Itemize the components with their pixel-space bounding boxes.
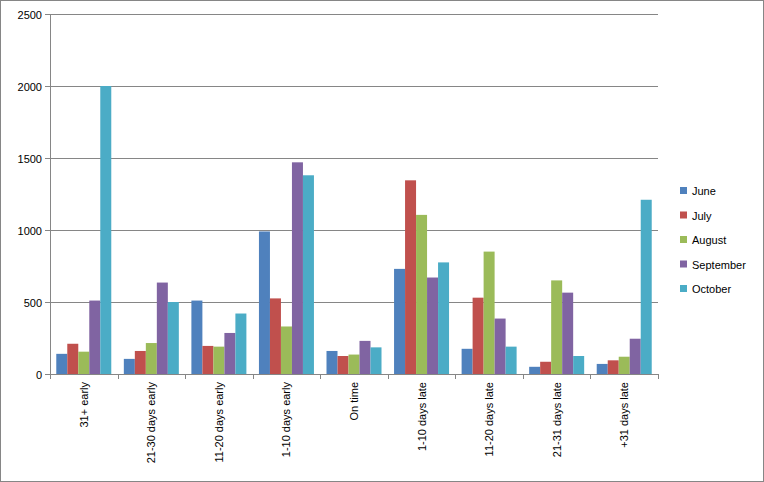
legend-label: September: [692, 259, 746, 271]
bar: [360, 341, 371, 374]
x-tick-label: On time: [348, 382, 360, 421]
grid-line: [50, 86, 658, 87]
y-tick: [45, 374, 50, 375]
x-tick: [118, 374, 119, 379]
bar: [462, 349, 473, 374]
bar: [394, 269, 405, 374]
legend-swatch: [680, 261, 687, 268]
bar: [224, 333, 235, 374]
bar: [135, 351, 146, 374]
y-tick: [45, 302, 50, 303]
y-tick-label: 0: [36, 369, 42, 381]
y-tick: [45, 86, 50, 87]
x-tick: [320, 374, 321, 379]
bar: [641, 200, 652, 374]
y-tick-label: 500: [24, 297, 42, 309]
x-tick: [590, 374, 591, 379]
bar: [405, 180, 416, 374]
x-tick: [455, 374, 456, 379]
bar: [495, 319, 506, 374]
bar: [56, 354, 67, 374]
bar: [202, 346, 213, 374]
y-tick-label: 1000: [18, 225, 42, 237]
bar: [551, 280, 562, 374]
x-tick-label: 1-10 days late: [416, 382, 428, 451]
bar: [438, 262, 449, 374]
x-tick-label: 1-10 days early: [280, 382, 292, 458]
bar: [124, 359, 135, 374]
x-tick: [523, 374, 524, 379]
bar: [89, 301, 100, 374]
x-tick-label: 11-20 days early: [213, 382, 225, 463]
y-tick-label: 1500: [18, 153, 42, 165]
y-tick: [45, 14, 50, 15]
x-tick-label: 21-31 days late: [551, 382, 563, 457]
y-tick: [45, 230, 50, 231]
legend-swatch: [680, 285, 687, 292]
grid-line: [50, 158, 658, 159]
bar: [292, 162, 303, 374]
legend-label: July: [692, 210, 712, 222]
bar: [303, 175, 314, 374]
x-tick-label: 11-20 days late: [483, 382, 495, 456]
chart-root: 0 500 1000 1500 2000 2500 31+ early 21-30 days …: [0, 0, 764, 482]
x-tick: [185, 374, 186, 379]
bar: [67, 344, 78, 374]
bar: [191, 301, 202, 374]
bar: [235, 314, 246, 374]
bar: [573, 356, 584, 374]
legend-swatch: [680, 236, 687, 243]
bar: [78, 352, 89, 374]
x-tick: [50, 374, 51, 379]
x-tick-label: 31+ early: [78, 382, 90, 428]
legend-label: August: [692, 234, 726, 246]
y-tick-label: 2000: [18, 81, 42, 93]
bar: [597, 364, 608, 374]
bar: [506, 347, 517, 374]
bar: [608, 360, 619, 374]
bar: [349, 355, 360, 374]
bar: [281, 326, 292, 374]
chart: 0 500 1000 1500 2000 2500 31+ early 21-30 days …: [0, 0, 764, 482]
grid-line: [50, 230, 658, 231]
bar: [213, 347, 224, 374]
grid-line: [50, 14, 658, 15]
bar: [540, 362, 551, 374]
legend-label: October: [692, 283, 731, 295]
x-tick: [253, 374, 254, 379]
x-axis: [50, 374, 658, 375]
bar: [562, 293, 573, 374]
bar: [259, 231, 270, 374]
x-tick: [658, 374, 659, 379]
bar: [529, 367, 540, 374]
legend: June July August September October: [680, 185, 746, 295]
x-tick: [388, 374, 389, 379]
legend-label: June: [692, 185, 716, 197]
bar: [270, 298, 281, 374]
bar: [100, 86, 111, 374]
bar: [619, 357, 630, 374]
bar: [327, 351, 338, 374]
y-tick: [45, 158, 50, 159]
bar: [157, 283, 168, 374]
bar: [371, 347, 382, 374]
legend-swatch: [680, 187, 687, 194]
bar: [416, 215, 427, 374]
bar: [484, 252, 495, 374]
y-tick-label: 2500: [18, 9, 42, 21]
bar: [473, 298, 484, 374]
chart-frame: [1, 1, 764, 482]
bar: [338, 356, 349, 374]
bar: [427, 278, 438, 374]
bars: [56, 86, 651, 374]
y-axis: [50, 14, 51, 374]
bar: [630, 339, 641, 374]
x-tick-label: +31 days late: [618, 382, 630, 448]
bar: [168, 302, 179, 374]
legend-swatch: [680, 212, 687, 219]
grid-line: [50, 374, 658, 375]
x-tick-label: 21-30 days early: [145, 382, 157, 464]
bar: [146, 343, 157, 374]
